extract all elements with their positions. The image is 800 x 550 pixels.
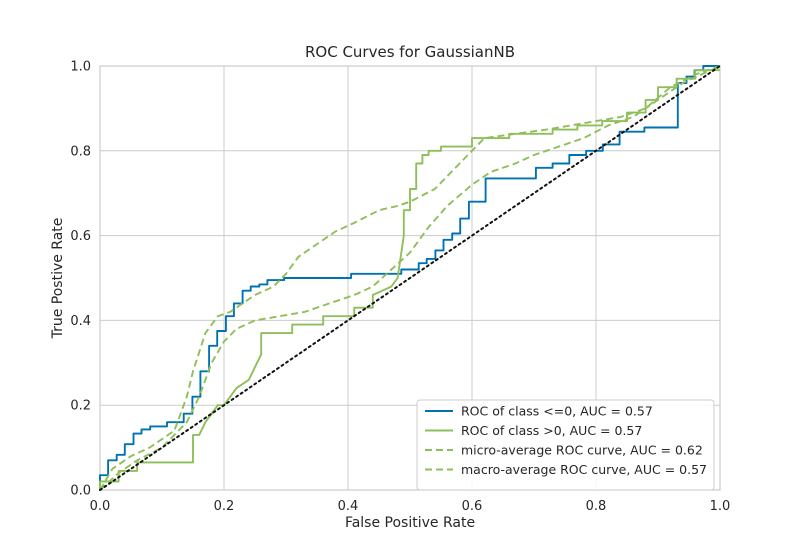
y-tick-label: 0.2 [70,399,91,414]
tick-labels: 0.0 0.2 0.4 0.6 0.8 1.0 0.0 0.2 0.4 0.6 0.8 1.0 [70,60,730,515]
roc-series-line-3 [99,65,721,491]
legend-label: ROC of class <=0, AUC = 0.57 [461,404,653,419]
legend-label: macro-average ROC curve, AUC = 0.57 [461,462,707,477]
roc-series-line-2 [99,65,721,491]
legend-box [416,399,715,491]
legend: ROC of class <=0, AUC = 0.57 ROC of class… [416,399,715,491]
y-tick-label: 0.0 [70,484,91,499]
legend-label: micro-average ROC curve, AUC = 0.62 [461,443,703,458]
x-tick-label: 0.0 [90,499,111,514]
x-axis-label: False Positive Rate [345,515,475,531]
x-tick-label: 1.0 [710,499,731,514]
y-tick-label: 0.6 [70,229,91,244]
legend-label: ROC of class >0, AUC = 0.57 [461,423,642,438]
y-axis-label: True Postive Rate [50,218,66,340]
chart-title: ROC Curves for GaussianNB [305,43,515,61]
roc-series-line-0 [99,65,720,490]
x-tick-label: 0.4 [338,499,359,514]
x-tick-label: 0.6 [462,499,483,514]
series-group [99,65,721,491]
y-tick-label: 0.8 [70,144,91,159]
diagonal-reference-line [99,65,721,491]
y-tick-label: 0.4 [70,314,91,329]
x-tick-label: 0.2 [214,499,235,514]
roc-series-line-1 [99,69,720,490]
x-tick-label: 0.8 [586,499,607,514]
y-tick-label: 1.0 [70,60,91,75]
